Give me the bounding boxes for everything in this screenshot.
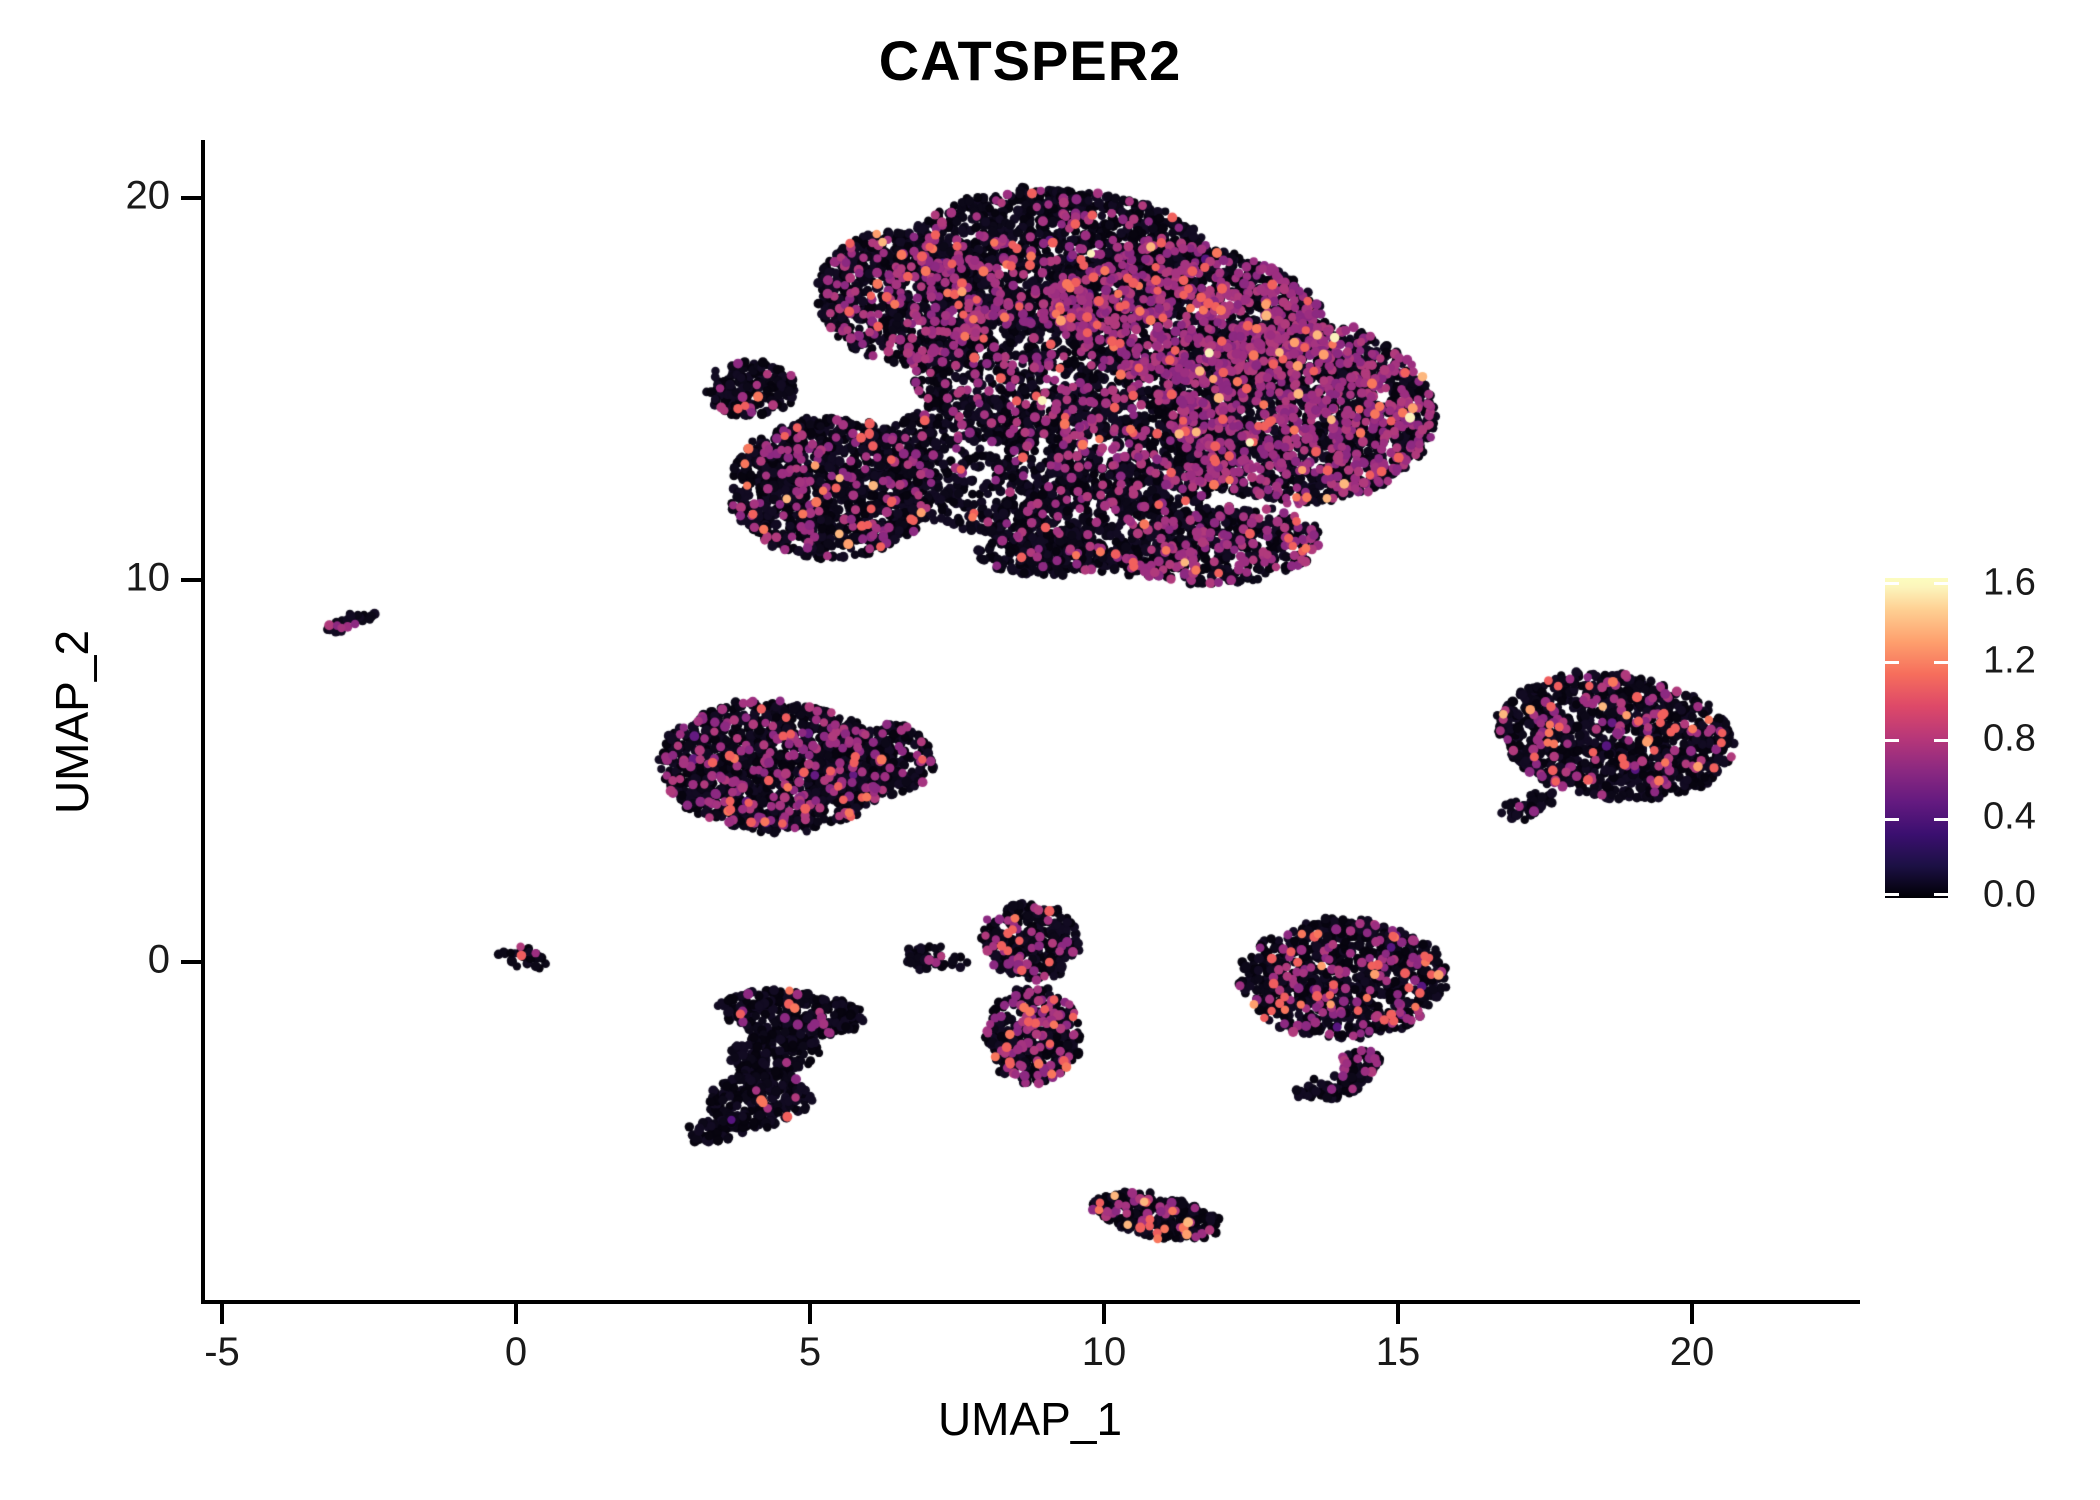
x-axis-line bbox=[201, 1300, 1860, 1304]
x-tick-mark bbox=[514, 1304, 518, 1324]
y-tick-label: 10 bbox=[125, 555, 171, 600]
x-tick-label: 0 bbox=[504, 1330, 528, 1374]
x-tick-label: -5 bbox=[204, 1330, 240, 1374]
x-axis-title: UMAP_1 bbox=[937, 1393, 1123, 1445]
y-tick-mark bbox=[181, 196, 201, 200]
x-tick-mark bbox=[220, 1304, 224, 1324]
x-tick-label: 5 bbox=[798, 1330, 822, 1374]
y-tick-label: 0 bbox=[147, 937, 170, 982]
x-tick-mark bbox=[1102, 1304, 1106, 1324]
colorbar-tick bbox=[1934, 582, 1948, 585]
x-tick-mark bbox=[1690, 1304, 1694, 1324]
y-axis-line bbox=[201, 140, 205, 1304]
x-tick-mark bbox=[808, 1304, 812, 1324]
y-tick-mark bbox=[181, 578, 201, 582]
colorbar-tick bbox=[1934, 739, 1948, 742]
colorbar-tick-label: 0.8 bbox=[1983, 717, 2036, 760]
expression-colorbar bbox=[1885, 578, 1948, 898]
y-tick-label: 20 bbox=[125, 173, 171, 218]
colorbar-tick-label: 0.4 bbox=[1983, 795, 2036, 838]
colorbar-tick bbox=[1885, 739, 1899, 742]
colorbar-tick-label: 1.2 bbox=[1983, 639, 2036, 682]
x-tick-mark bbox=[1396, 1304, 1400, 1324]
x-tick-label: 15 bbox=[1375, 1330, 1421, 1374]
x-tick-label: 20 bbox=[1669, 1330, 1715, 1374]
colorbar-tick bbox=[1934, 893, 1948, 896]
colorbar-tick bbox=[1885, 893, 1899, 896]
colorbar-tick-label: 0.0 bbox=[1983, 873, 2036, 916]
colorbar-tick bbox=[1934, 661, 1948, 664]
colorbar-tick bbox=[1934, 818, 1948, 821]
plot-title: CATSPER2 bbox=[878, 29, 1182, 92]
x-tick-label: 10 bbox=[1081, 1330, 1127, 1374]
y-axis-title: UMAP_2 bbox=[46, 629, 98, 815]
colorbar-tick bbox=[1885, 582, 1899, 585]
colorbar-tick-label: 1.6 bbox=[1983, 561, 2036, 604]
colorbar-tick bbox=[1885, 818, 1899, 821]
colorbar-tick bbox=[1885, 661, 1899, 664]
y-tick-mark bbox=[181, 960, 201, 964]
